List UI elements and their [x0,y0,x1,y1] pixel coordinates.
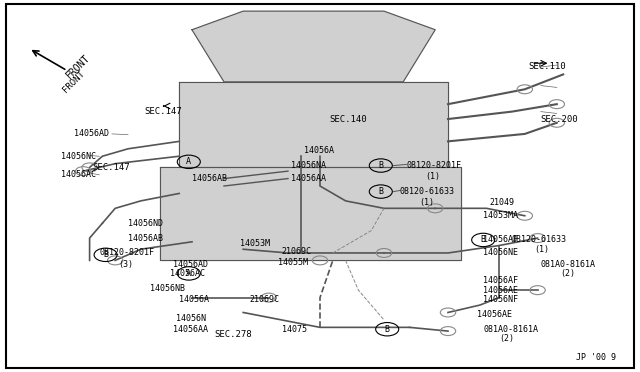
Text: 14056ND: 14056ND [128,219,163,228]
Text: 14056N: 14056N [176,314,206,323]
Text: FRONT: FRONT [64,53,92,81]
Text: 14056AB: 14056AB [192,174,227,183]
Text: 14056AA: 14056AA [291,174,326,183]
Text: (3): (3) [118,260,133,269]
Text: B: B [378,187,383,196]
Text: (2): (2) [499,334,514,343]
Text: A: A [186,269,191,278]
Text: (1): (1) [419,198,434,207]
Text: 14056AA: 14056AA [173,325,208,334]
Text: 081A0-8161A: 081A0-8161A [541,260,596,269]
Text: 21049: 21049 [490,198,515,207]
Text: SEC.147: SEC.147 [93,163,131,172]
Text: 14056AE: 14056AE [477,310,512,319]
Text: SEC.110: SEC.110 [528,62,566,71]
Text: 14056NA: 14056NA [291,161,326,170]
Text: 14056AB: 14056AB [128,234,163,243]
Polygon shape [160,167,461,260]
Text: B: B [481,235,486,244]
Text: A: A [186,157,191,166]
Text: 14056AC: 14056AC [170,269,205,278]
Text: 08120-8201F: 08120-8201F [99,248,154,257]
Text: 14053M: 14053M [240,239,270,248]
Text: B: B [385,325,390,334]
Text: 14056NC: 14056NC [61,152,96,161]
Text: FRONT: FRONT [61,69,86,94]
Text: 14056A: 14056A [179,295,209,304]
FancyBboxPatch shape [6,4,634,368]
Text: SEC.278: SEC.278 [214,330,252,339]
Text: B: B [378,161,383,170]
Polygon shape [192,11,435,82]
Text: 14056AF: 14056AF [483,276,518,285]
Text: 14056NB: 14056NB [150,284,186,293]
Text: 14056NE: 14056NE [483,248,518,257]
Text: 21069C: 21069C [282,247,312,256]
Text: 14075: 14075 [282,325,307,334]
Text: (1): (1) [534,245,549,254]
Text: 14056AF: 14056AF [483,235,518,244]
Text: 08120-61633: 08120-61633 [400,187,455,196]
Text: 08120-61633: 08120-61633 [512,235,567,244]
Text: 14056AD: 14056AD [74,129,109,138]
Text: SEC.200: SEC.200 [541,115,579,124]
Polygon shape [179,82,448,167]
Text: 14056NF: 14056NF [483,295,518,304]
Text: (1): (1) [426,172,440,181]
Text: SEC.140: SEC.140 [330,115,367,124]
Text: 081A0-8161A: 081A0-8161A [483,325,538,334]
Text: 14056AE: 14056AE [483,286,518,295]
Text: JP '00 9: JP '00 9 [576,353,616,362]
Text: (2): (2) [560,269,575,278]
Text: 14056A: 14056A [304,146,334,155]
Text: 08120-8201F: 08120-8201F [406,161,461,170]
Text: 14056AD: 14056AD [173,260,208,269]
Text: 21069C: 21069C [250,295,280,304]
Text: SEC.147: SEC.147 [144,107,182,116]
Text: 14053MA: 14053MA [483,211,518,220]
Text: B: B [103,250,108,259]
Text: 14055M: 14055M [278,258,308,267]
Text: 14056AC: 14056AC [61,170,96,179]
